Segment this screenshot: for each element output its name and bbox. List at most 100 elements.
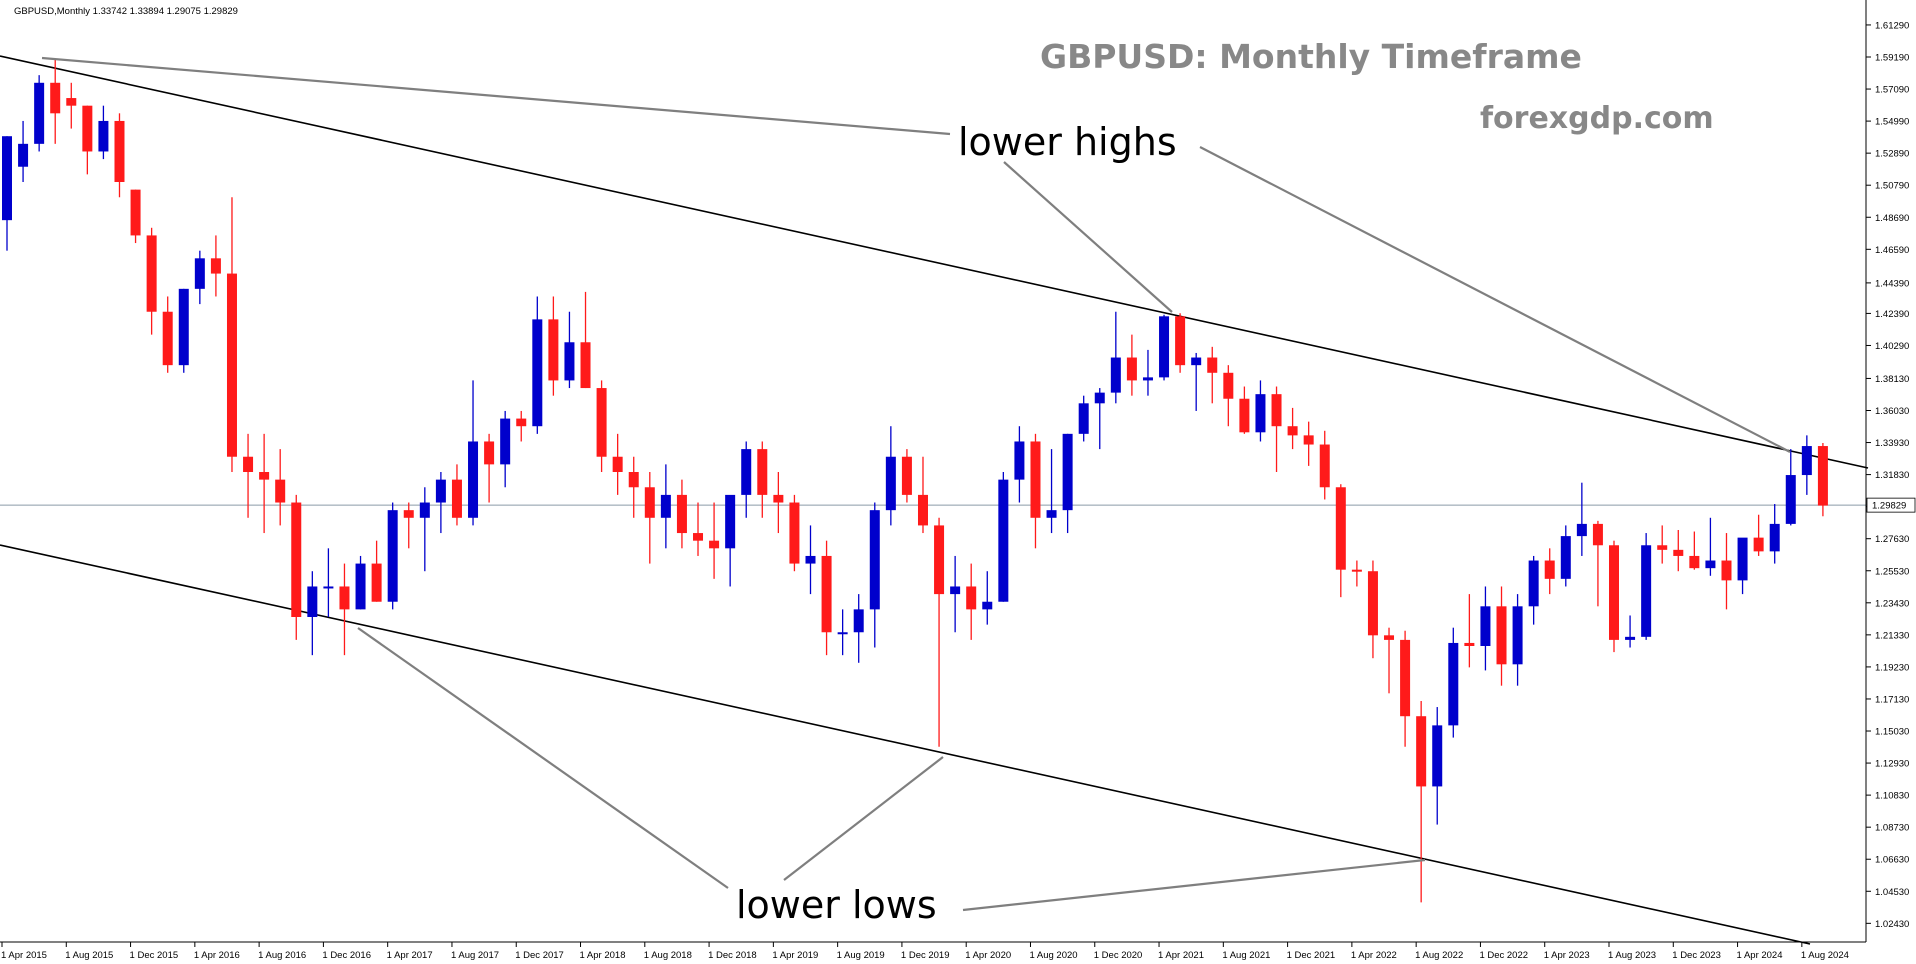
candle-body bbox=[1721, 560, 1732, 581]
candle bbox=[741, 441, 752, 518]
y-tick-label: 1.17130 bbox=[1875, 694, 1909, 705]
candle bbox=[307, 571, 318, 656]
candle-body bbox=[1175, 316, 1186, 366]
current-price-value: 1.29829 bbox=[1872, 501, 1906, 512]
candle bbox=[1303, 421, 1314, 466]
candle bbox=[98, 105, 109, 160]
candle-body bbox=[1046, 510, 1057, 518]
candle bbox=[709, 502, 720, 579]
candle-body bbox=[1496, 606, 1507, 665]
y-tick-label: 1.15030 bbox=[1875, 727, 1909, 738]
candle bbox=[1544, 548, 1555, 595]
candle bbox=[757, 441, 768, 518]
candle bbox=[403, 502, 414, 549]
candles-group bbox=[2, 59, 1828, 903]
candle-body bbox=[162, 311, 173, 366]
candle-body bbox=[1528, 560, 1539, 607]
candle bbox=[275, 449, 286, 526]
x-tick-label: 1 Apr 2023 bbox=[1544, 950, 1590, 961]
candle bbox=[1721, 533, 1732, 610]
candle-body bbox=[1030, 441, 1041, 518]
candle-body bbox=[917, 494, 928, 526]
x-tick-label: 1 Aug 2018 bbox=[644, 950, 692, 961]
candle bbox=[789, 494, 800, 572]
candle-body bbox=[1480, 606, 1491, 646]
y-tick-label: 1.52890 bbox=[1875, 149, 1909, 160]
candle bbox=[1207, 346, 1218, 404]
current-price-label: 1.29829 bbox=[1866, 497, 1916, 513]
candle-body bbox=[837, 632, 848, 635]
callout-lines bbox=[41, 56, 1791, 912]
y-tick-label: 1.33930 bbox=[1875, 438, 1909, 449]
x-tick-label: 1 Aug 2019 bbox=[837, 950, 885, 961]
candle-body bbox=[1769, 523, 1780, 552]
candle bbox=[1110, 311, 1121, 404]
candle-body bbox=[451, 479, 462, 518]
candle bbox=[1817, 443, 1828, 517]
x-tick-label: 1 Apr 2016 bbox=[194, 950, 240, 961]
candle bbox=[516, 410, 527, 442]
candle bbox=[548, 296, 559, 396]
candle-body bbox=[1014, 441, 1025, 480]
candle bbox=[1416, 700, 1427, 903]
candle bbox=[1319, 430, 1330, 500]
annotation-lower-highs: lower highs bbox=[958, 120, 1177, 164]
candle bbox=[66, 82, 77, 129]
candle-body bbox=[18, 143, 29, 167]
candle-body bbox=[307, 586, 318, 617]
candle bbox=[725, 494, 736, 587]
candle bbox=[18, 120, 29, 182]
candle bbox=[1126, 334, 1137, 396]
x-tick-label: 1 Aug 2021 bbox=[1222, 950, 1270, 961]
candle-body bbox=[243, 456, 254, 472]
candle bbox=[1223, 365, 1234, 427]
candle-body bbox=[644, 487, 655, 518]
candle-body bbox=[821, 555, 832, 633]
x-tick-label: 1 Aug 2022 bbox=[1415, 950, 1463, 961]
candle bbox=[805, 525, 816, 595]
candle bbox=[1287, 407, 1298, 450]
candle-body bbox=[275, 479, 286, 503]
candle bbox=[1673, 530, 1684, 572]
candle-body bbox=[1416, 716, 1427, 787]
candle bbox=[934, 517, 945, 747]
candle-body bbox=[1287, 426, 1298, 436]
candle bbox=[1142, 349, 1153, 396]
candle bbox=[1046, 449, 1057, 534]
candle bbox=[628, 456, 639, 518]
y-tick-label: 1.59190 bbox=[1875, 52, 1909, 63]
candle bbox=[259, 433, 270, 534]
y-tick-label: 1.02430 bbox=[1875, 919, 1909, 930]
callout-line-high-1 bbox=[41, 56, 951, 136]
candle-body bbox=[2, 136, 12, 221]
candle-body bbox=[1560, 536, 1571, 579]
candle bbox=[1351, 560, 1362, 587]
x-tick-label: 1 Aug 2015 bbox=[65, 950, 113, 961]
candle bbox=[1512, 594, 1523, 686]
candle bbox=[676, 479, 687, 549]
candle-body bbox=[1271, 394, 1282, 427]
candle-body bbox=[885, 456, 896, 511]
candle bbox=[1239, 386, 1250, 434]
candle-body bbox=[1255, 394, 1266, 433]
candle bbox=[966, 563, 977, 640]
candle-body bbox=[323, 586, 334, 589]
x-tick-label: 1 Dec 2019 bbox=[901, 950, 950, 961]
y-tick-label: 1.08730 bbox=[1875, 823, 1909, 834]
candle-body bbox=[1351, 569, 1362, 572]
candle-body bbox=[950, 586, 961, 595]
candle bbox=[901, 449, 912, 503]
candle-body bbox=[725, 494, 736, 549]
candle-body bbox=[805, 555, 816, 564]
callout-line-low-2 bbox=[783, 756, 944, 881]
candle bbox=[998, 472, 1009, 602]
candle bbox=[178, 288, 189, 373]
candle-body bbox=[355, 563, 366, 610]
candle bbox=[1335, 484, 1346, 598]
candle-body bbox=[387, 510, 398, 602]
y-tick-label: 1.36030 bbox=[1875, 406, 1909, 417]
candle-body bbox=[178, 288, 189, 366]
candle bbox=[1094, 388, 1105, 450]
candle bbox=[1576, 482, 1587, 556]
candle bbox=[1689, 531, 1700, 570]
